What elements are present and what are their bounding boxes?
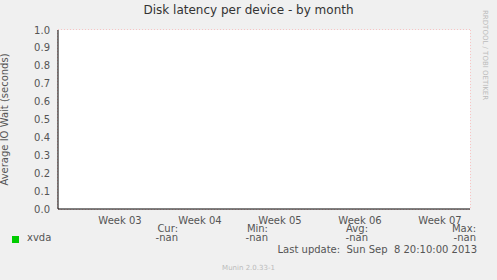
svg-text:0.8: 0.8 — [34, 60, 50, 71]
svg-text:0.7: 0.7 — [34, 78, 50, 89]
svg-text:0.1: 0.1 — [34, 186, 50, 197]
svg-text:0.2: 0.2 — [34, 168, 50, 179]
svg-text:Week 04: Week 04 — [178, 215, 221, 226]
html-text:-nan: -nan — [245, 232, 268, 243]
svg-text:0.5: 0.5 — [34, 114, 50, 125]
html-text:Disk latency per device - by m: Disk latency per device - by month — [143, 3, 354, 17]
svg-text:0.4: 0.4 — [34, 132, 50, 143]
html-text:Munin 2.0.33-1: Munin 2.0.33-1 — [222, 264, 275, 272]
svg-text:Average IO Wait (seconds): Average IO Wait (seconds) — [8, 53, 10, 185]
svg-text:0.6: 0.6 — [34, 96, 50, 107]
html-text:-nan: -nan — [345, 232, 368, 243]
html-text:RRDTOOL / TOBI OETIKER: RRDTOOL / TOBI OETIKER — [481, 10, 489, 101]
svg-text:Week 03: Week 03 — [98, 215, 141, 226]
html-text:Avg:: Avg: — [346, 223, 368, 234]
html-text:xvda: xvda — [27, 232, 52, 243]
svg-text:1.0: 1.0 — [34, 25, 50, 36]
html-text:Cur:: Cur: — [157, 223, 178, 234]
html-text:-nan: -nan — [453, 232, 476, 243]
svg-text:0.3: 0.3 — [34, 150, 50, 161]
html-text:Min:: Min: — [246, 223, 268, 234]
html-text:-nan: -nan — [155, 232, 178, 243]
html-text:Max:: Max: — [452, 223, 476, 234]
svg-text:0.0: 0.0 — [34, 204, 50, 215]
html-text:Last update: Sun Sep 8 20:10:0: Last update: Sun Sep 8 20:10:00 2013 — [277, 244, 477, 255]
svg-text:0.9: 0.9 — [34, 42, 50, 53]
